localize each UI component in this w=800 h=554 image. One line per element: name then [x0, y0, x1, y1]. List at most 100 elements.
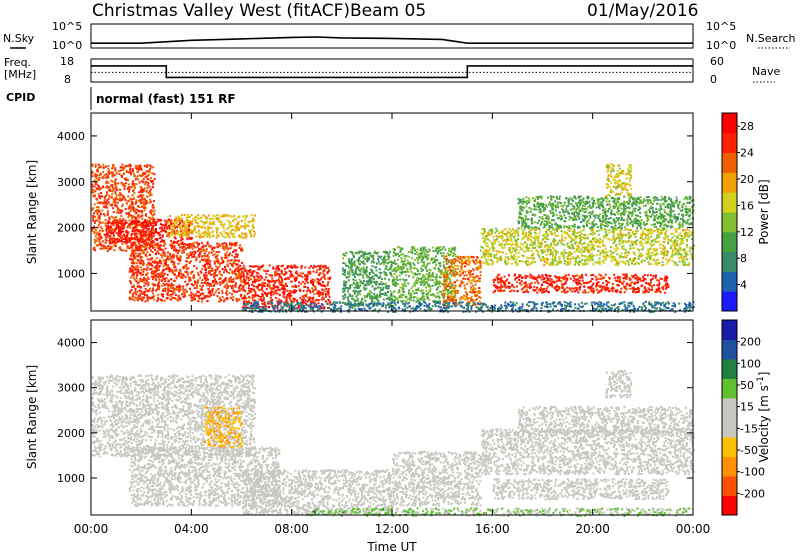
- scatter-cell: [453, 248, 456, 251]
- scatter-cell: [148, 246, 151, 249]
- scatter-cell: [194, 298, 196, 300]
- scatter-cell: [320, 276, 323, 279]
- scatter-cell: [429, 288, 432, 291]
- scatter-cell: [476, 297, 479, 300]
- scatter-cell: [298, 281, 301, 284]
- scatter-cell: [421, 265, 424, 268]
- scatter-cell: [121, 222, 124, 225]
- scatter-cell: [114, 187, 117, 189]
- scatter-cell: [454, 258, 457, 261]
- scatter-cell: [240, 281, 243, 284]
- scatter-cell: [217, 300, 220, 303]
- scatter-cell: [209, 234, 212, 237]
- scatter-cell: [344, 284, 347, 287]
- scatter-cell: [205, 250, 208, 253]
- scatter-cell: [188, 237, 191, 240]
- scatter-cell: [467, 269, 470, 272]
- scatter-cell: [464, 291, 467, 294]
- scatter-cell: [99, 197, 102, 200]
- scatter-cell: [452, 299, 455, 302]
- scatter-cell: [511, 248, 514, 251]
- scatter-cell: [129, 276, 132, 279]
- scatter-cell: [139, 246, 142, 249]
- scatter-cell: [130, 207, 132, 210]
- scatter-cell: [245, 300, 248, 303]
- scatter-cell: [252, 220, 255, 223]
- scatter-cell: [102, 245, 105, 248]
- scatter-cell: [209, 282, 211, 285]
- scatter-cell: [125, 212, 128, 215]
- scatter-cell: [423, 275, 426, 278]
- scatter-cell: [99, 232, 102, 235]
- scatter-cell: [232, 284, 235, 287]
- scatter-cell: [145, 226, 148, 229]
- scatter-cell: [236, 254, 239, 257]
- scatter-cell: [238, 236, 241, 238]
- scatter-cell: [134, 237, 137, 240]
- scatter-cell: [162, 282, 165, 285]
- scatter-cell: [386, 284, 389, 287]
- scatter-cell: [152, 219, 155, 222]
- scatter-cell: [360, 300, 363, 303]
- scatter-cell: [143, 227, 146, 230]
- scatter-cell: [278, 275, 281, 277]
- scatter-cell: [409, 250, 411, 253]
- scatter-cell: [118, 209, 121, 212]
- scatter-cell: [184, 243, 187, 246]
- scatter-cell: [240, 225, 242, 228]
- scatter-cell: [379, 295, 382, 298]
- scatter-cell: [184, 288, 187, 291]
- scatter-cell: [161, 289, 164, 292]
- scatter-cell: [209, 292, 211, 295]
- scatter-cell: [257, 268, 260, 271]
- scatter-cell: [121, 194, 124, 197]
- scatter-cell: [129, 210, 132, 212]
- scatter-cell: [143, 278, 146, 281]
- scatter-cell: [423, 253, 426, 256]
- scatter-cell: [392, 280, 395, 283]
- scatter-cell: [180, 274, 183, 277]
- scatter-cell: [143, 221, 146, 223]
- scatter-cell: [268, 274, 271, 277]
- scatter-cell: [350, 297, 353, 300]
- scatter-cell: [124, 222, 126, 225]
- scatter-cell: [633, 247, 635, 250]
- scatter-cell: [205, 244, 207, 247]
- scatter-cell: [234, 242, 237, 245]
- scatter-cell: [122, 224, 125, 227]
- scatter-cell: [97, 223, 100, 226]
- scatter-cell: [187, 213, 190, 216]
- scatter-cell: [581, 229, 584, 232]
- scatter-cell: [139, 185, 142, 188]
- scatter-cell: [186, 237, 189, 240]
- scatter-cell: [114, 178, 117, 181]
- scatter-cell: [115, 205, 118, 208]
- scatter-cell: [437, 250, 440, 253]
- scatter-cell: [393, 273, 396, 275]
- scatter-cell: [165, 277, 168, 280]
- scatter-cell: [163, 251, 166, 254]
- scatter-cell: [386, 262, 389, 265]
- scatter-cell: [475, 290, 478, 293]
- scatter-cell: [480, 256, 483, 259]
- scatter-cell: [229, 285, 232, 288]
- scatter-cell: [155, 275, 158, 278]
- scatter-cell: [301, 280, 304, 283]
- scatter-cell: [197, 254, 200, 257]
- scatter-cell: [119, 217, 121, 220]
- scatter-cell: [617, 234, 620, 237]
- scatter-cell: [193, 287, 196, 290]
- scatter-cell: [436, 292, 439, 295]
- scatter-cell: [200, 300, 203, 303]
- scatter-cell: [373, 288, 376, 291]
- scatter-cell: [238, 247, 241, 249]
- scatter-cell: [243, 267, 246, 270]
- scatter-cell: [235, 218, 238, 221]
- scatter-cell: [132, 170, 134, 173]
- scatter-cell: [148, 264, 151, 267]
- scatter-cell: [117, 170, 120, 173]
- scatter-cell: [194, 280, 196, 283]
- scatter-cell: [229, 231, 232, 233]
- scatter-cell: [242, 281, 245, 284]
- scatter-cell: [243, 233, 245, 236]
